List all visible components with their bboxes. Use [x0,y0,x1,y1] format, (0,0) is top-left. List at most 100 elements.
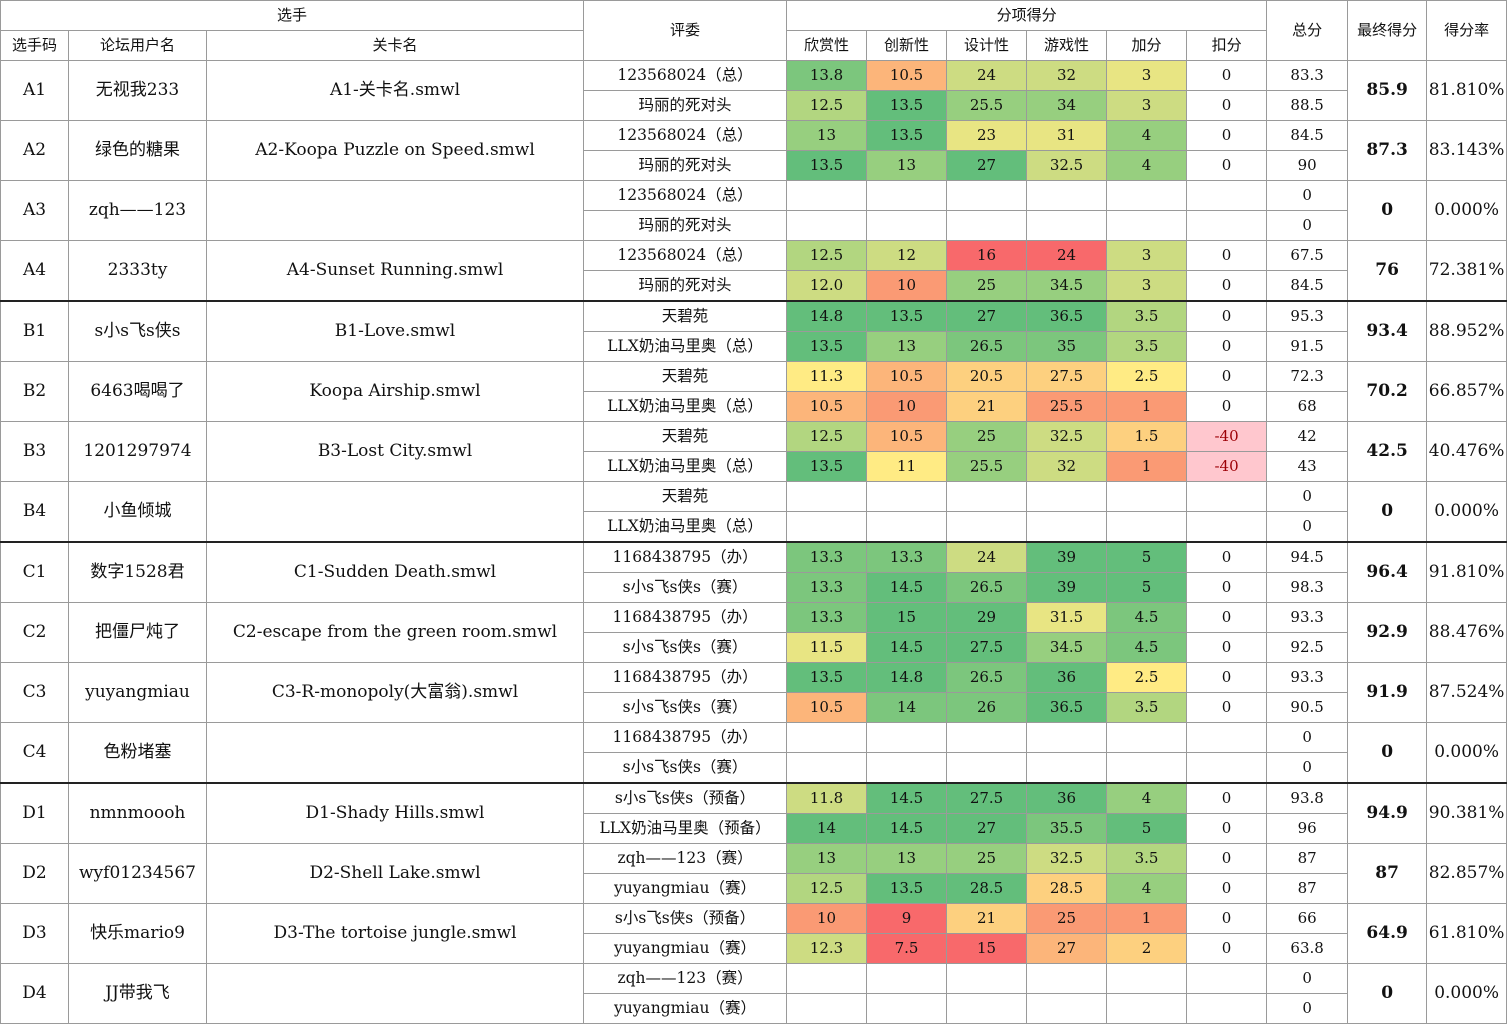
table-row: s小s飞s侠s（赛） 13.3 14.5 26.5 39 5 0 98.3 [1,572,1507,603]
header-level-name: 关卡名 [205,30,585,61]
judge-name: 玛丽的死对头 [583,210,788,241]
score-gameplay [1026,180,1108,211]
score-bonus: 1 [1106,391,1188,422]
header-score-rate: 得分率 [1426,0,1507,61]
score-penalty: 0 [1186,873,1268,904]
score-design: 27 [946,150,1028,181]
contestant-code: B3 [0,421,69,482]
score-innovation: 9 [866,903,948,934]
table-row: D4 JJ带我飞 zqh——123（赛） 0 0 0.000% [0,963,1507,1024]
table-row: s小s飞s侠s（赛） 0 [1,752,1507,784]
score-rate: 40.476% [1426,421,1507,482]
score-innovation: 11 [866,451,948,482]
score-gameplay: 32 [1026,451,1108,482]
score-penalty: 0 [1186,692,1268,723]
score-bonus: 2 [1106,933,1188,964]
score-rate: 90.381% [1426,782,1507,844]
score-penalty: 0 [1186,602,1268,633]
table-row: yuyangmiau（赛） 12.3 7.5 15 27 2 0 63.8 [1,933,1507,964]
score-rate: 0.000% [1426,180,1507,241]
score-design: 25.5 [946,90,1028,121]
score-penalty: 0 [1186,572,1268,603]
score-design: 27 [946,813,1028,844]
score-innovation: 15 [866,602,948,633]
score-design: 20.5 [946,361,1028,392]
score-rate: 81.810% [1426,60,1507,121]
score-bonus: 5 [1106,572,1188,603]
score-appreciation [786,210,868,241]
table-row: C4 色粉堵塞 1168438795（办） 0 0 0.000% [0,722,1507,784]
score-design: 15 [946,933,1028,964]
header-penalty: 扣分 [1186,30,1268,61]
score-gameplay: 28.5 [1026,873,1108,904]
score-design [946,993,1028,1024]
table-row: A1 无视我233 A1-关卡名.smwl 123568024（总） 13.8 10.5 2… [0,60,1507,121]
total-score: 84.5 [1266,270,1349,302]
total-score: 91.5 [1266,331,1349,362]
score-design [946,752,1028,784]
forum-username: 无视我233 [68,60,207,121]
score-design [946,180,1028,211]
score-design: 23 [946,120,1028,151]
score-gameplay: 25.5 [1026,391,1108,422]
score-design [946,481,1028,512]
judge-name: 123568024（总） [583,60,788,91]
score-appreciation: 13.3 [786,572,868,603]
contestant-code: B4 [0,481,69,543]
score-design: 26 [946,692,1028,723]
score-rate: 61.810% [1426,903,1507,964]
group-header-contestant: 选手 [0,0,585,31]
level-name: B3-Lost City.smwl [205,421,585,482]
judge-name: s小s飞s侠s（赛） [583,692,788,723]
level-name: C2-escape from the green room.smwl [205,602,585,663]
header-gameplay: 游戏性 [1026,30,1108,61]
score-rate: 66.857% [1426,361,1507,422]
forum-username: zqh——123 [68,180,207,241]
level-name: D2-Shell Lake.smwl [205,843,585,904]
final-score: 76 [1347,240,1428,302]
score-appreciation: 11.5 [786,632,868,663]
score-appreciation [786,180,868,211]
score-bonus: 3 [1106,270,1188,302]
score-gameplay: 24 [1026,240,1108,271]
table-row: B1 s小s飞s侠s B1-Love.smwl 天碧苑 14.8 13.5 27 36.5 3.… [0,300,1507,362]
forum-username: 6463喝喝了 [68,361,207,422]
forum-username: 绿色的糖果 [68,120,207,181]
judge-name: 玛丽的死对头 [583,270,788,302]
contestant-code: A1 [0,60,69,121]
score-design: 21 [946,903,1028,934]
judge-name: zqh——123（赛） [583,843,788,874]
total-score: 0 [1266,752,1349,784]
score-design: 25 [946,421,1028,452]
score-gameplay: 39 [1026,541,1108,573]
score-rate: 83.143% [1426,120,1507,181]
score-appreciation [786,752,868,784]
score-penalty: 0 [1186,541,1268,573]
score-penalty: 0 [1186,391,1268,422]
table-row: s小s飞s侠s（赛） 11.5 14.5 27.5 34.5 4.5 0 92.5 [1,632,1507,663]
final-score: 0 [1347,481,1428,543]
score-appreciation: 11.3 [786,361,868,392]
forum-username: 1201297974 [68,421,207,482]
score-appreciation: 10.5 [786,692,868,723]
score-appreciation [786,963,868,994]
total-score: 66 [1266,903,1349,934]
judge-name: yuyangmiau（赛） [583,933,788,964]
total-score: 42 [1266,421,1349,452]
score-bonus [1106,481,1188,512]
judge-name: LLX奶油马里奥（总） [583,511,788,543]
score-innovation: 10.5 [866,60,948,91]
judge-name: yuyangmiau（赛） [583,993,788,1024]
score-penalty [1186,180,1268,211]
score-bonus: 4.5 [1106,602,1188,633]
score-innovation: 13.5 [866,120,948,151]
judge-name: yuyangmiau（赛） [583,873,788,904]
forum-username: nmnmoooh [68,782,207,844]
total-score: 96 [1266,813,1349,844]
judge-name: zqh——123（赛） [583,963,788,994]
contestant-code: C2 [0,602,69,663]
score-innovation: 13 [866,150,948,181]
score-bonus [1106,752,1188,784]
level-name [205,180,585,241]
forum-username: s小s飞s侠s [68,300,207,362]
